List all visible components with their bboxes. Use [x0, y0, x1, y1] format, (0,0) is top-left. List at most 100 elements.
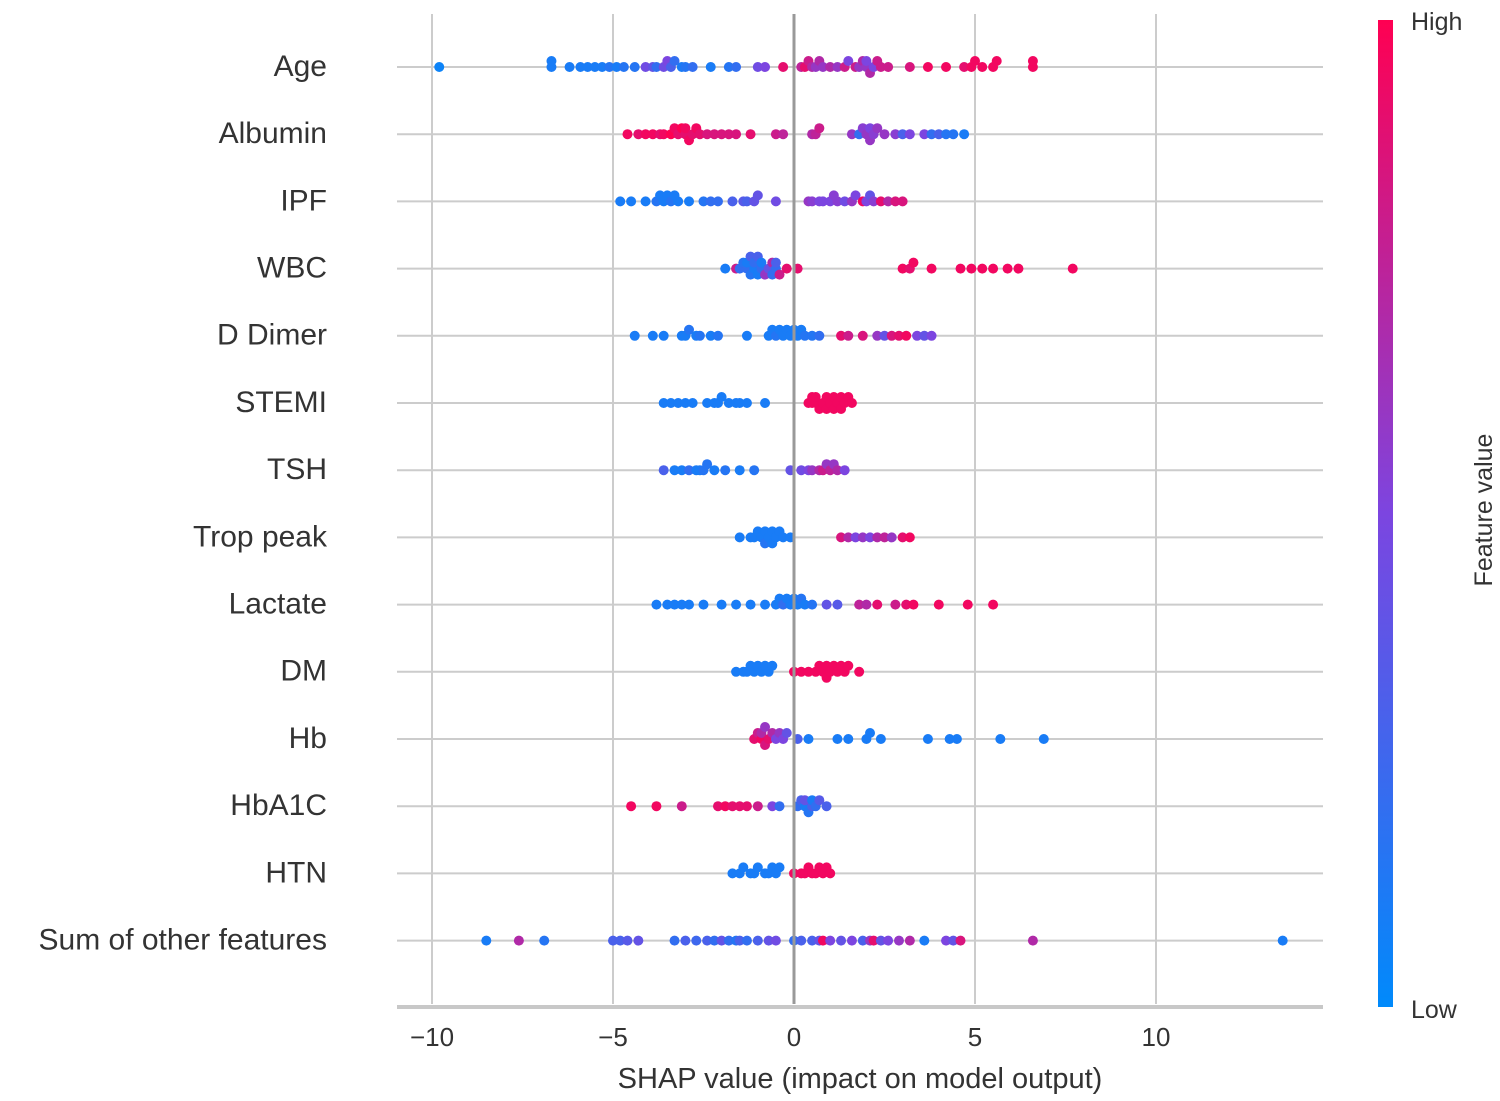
shap-point — [857, 935, 868, 946]
shap-point — [904, 62, 915, 72]
shap-point — [814, 795, 825, 806]
shap-point — [807, 196, 818, 207]
shap-point — [662, 599, 673, 610]
shap-point — [589, 62, 600, 72]
shap-point — [959, 62, 970, 72]
shap-point — [1038, 734, 1049, 744]
shap-point — [774, 269, 785, 280]
shap-point — [868, 935, 879, 946]
shap-point — [760, 599, 771, 610]
shap-point — [539, 935, 550, 946]
shap-point — [546, 56, 557, 66]
shap-point — [941, 62, 952, 72]
feature-label: HbA1C — [230, 789, 327, 822]
shap-point — [836, 532, 847, 543]
shap-point — [741, 935, 752, 946]
shap-point — [734, 935, 745, 946]
shap-point — [893, 935, 904, 946]
shap-point — [640, 129, 651, 140]
shap-point — [669, 935, 680, 946]
shap-point — [926, 129, 937, 140]
shap-point — [745, 129, 756, 140]
shap-point — [850, 532, 861, 543]
shap-point — [846, 398, 857, 408]
colorbar-low-label: Low — [1411, 996, 1458, 1024]
shap-point — [922, 62, 933, 72]
shap-point — [767, 801, 778, 812]
shap-point — [825, 868, 836, 879]
feature-label: Trop peak — [193, 520, 328, 553]
shap-point — [741, 196, 752, 207]
feature-label: IPF — [280, 184, 327, 217]
x-tick-label: −10 — [410, 1022, 454, 1052]
shap-point — [749, 465, 760, 476]
shap-point — [865, 532, 876, 543]
feature-rows: Age Albumin IPF WBC D Dimer STEMI TSH Trop peak… — [39, 50, 1323, 957]
shap-point — [778, 532, 789, 543]
shap-point — [694, 129, 705, 140]
shap-point — [919, 129, 930, 140]
feature-row: HTN — [265, 856, 1323, 889]
shap-point — [618, 62, 629, 72]
shap-point — [807, 465, 818, 476]
shap-point — [904, 935, 915, 946]
shap-point — [843, 660, 854, 671]
shap-point — [799, 599, 810, 610]
shap-point — [622, 935, 633, 946]
shap-point — [926, 330, 937, 341]
shap-point — [665, 398, 676, 408]
shap-point — [919, 330, 930, 341]
feature-row: Trop peak — [193, 520, 1323, 553]
shap-point — [799, 795, 810, 806]
shap-point — [846, 935, 857, 946]
shap-point — [879, 129, 890, 140]
shap-point — [608, 935, 618, 946]
shap-point — [922, 734, 933, 744]
feature-row: D Dimer — [217, 319, 1323, 352]
x-axis-title: SHAP value (impact on model output) — [618, 1063, 1103, 1095]
shap-point — [912, 330, 923, 341]
shap-point — [741, 801, 752, 812]
shap-point — [890, 196, 901, 207]
shap-point — [817, 62, 828, 72]
shap-point — [857, 330, 868, 341]
shap-point — [1027, 935, 1038, 946]
feature-row: DM — [280, 655, 1323, 688]
shap-point — [723, 62, 734, 72]
shap-point — [781, 728, 792, 738]
shap-point — [691, 935, 702, 946]
feature-label: Albumin — [219, 117, 327, 150]
feature-row: Hb — [289, 722, 1323, 755]
feature-row: Sum of other features — [39, 924, 1323, 957]
shap-point — [767, 660, 778, 671]
shap-point — [941, 935, 952, 946]
shap-point — [854, 666, 865, 677]
shap-point — [883, 62, 894, 72]
shap-point — [756, 257, 767, 268]
shap-point — [640, 62, 651, 72]
shap-point — [745, 599, 756, 610]
shap-point — [807, 935, 818, 946]
x-ticks: −10 −5 0 5 10 — [410, 1022, 1171, 1052]
shap-point — [651, 62, 662, 72]
shap-point — [868, 196, 879, 207]
shap-point — [723, 398, 734, 408]
shap-point — [680, 935, 691, 946]
shap-point — [434, 62, 445, 72]
feature-label: WBC — [257, 252, 327, 285]
shap-point — [752, 62, 763, 72]
shap-point — [604, 62, 615, 72]
shap-point — [988, 263, 999, 274]
shap-point — [738, 862, 749, 873]
shap-point — [897, 129, 908, 140]
shap-point — [720, 801, 731, 812]
shap-point — [658, 129, 669, 140]
feature-label: Age — [274, 50, 327, 83]
shap-point — [904, 129, 915, 140]
shap-point — [731, 666, 742, 677]
shap-point — [904, 532, 915, 543]
shap-point — [698, 599, 709, 610]
shap-point — [615, 196, 626, 207]
shap-point — [948, 935, 959, 946]
colorbar-title: Feature value — [1470, 434, 1498, 587]
